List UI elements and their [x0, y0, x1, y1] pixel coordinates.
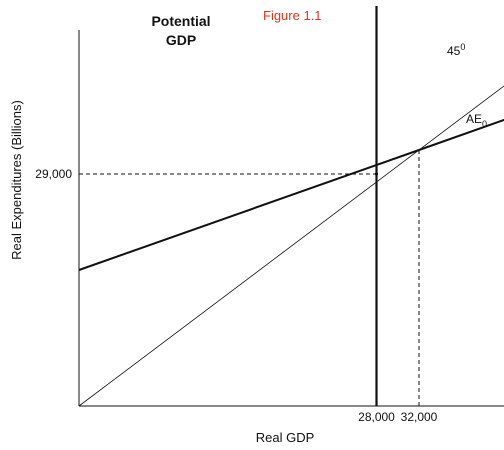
series-lines: [78, 6, 504, 407]
x-tick-label-32000: 32,000: [401, 410, 438, 424]
equilibrium-point: [374, 172, 379, 176]
y-axis-title: Real Expenditures (Billions): [9, 100, 24, 260]
potential-gdp-label-line1: Potential: [151, 13, 210, 29]
series-label-ae0: AE0: [466, 112, 487, 129]
line-45-degree: [78, 85, 504, 407]
series-label-45: 450: [447, 42, 465, 58]
x-axis-title: Real GDP: [256, 430, 315, 445]
figure-label: Figure 1.1: [263, 8, 322, 23]
line-ae0: [78, 118, 504, 271]
potential-gdp-label-line2: GDP: [166, 32, 196, 48]
y-tick-label-29000: 29,000: [35, 167, 72, 181]
x-tick-label-28000: 28,000: [358, 410, 395, 424]
